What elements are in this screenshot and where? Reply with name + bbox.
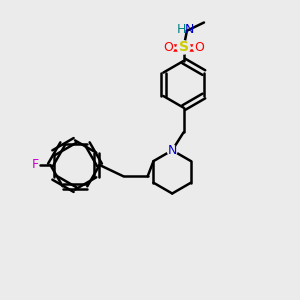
Circle shape — [193, 41, 205, 53]
Text: N: N — [184, 23, 194, 36]
Text: O: O — [194, 41, 204, 54]
Circle shape — [177, 41, 190, 54]
Circle shape — [167, 145, 177, 155]
Circle shape — [162, 41, 174, 53]
Text: N: N — [167, 144, 177, 157]
Text: H: H — [176, 23, 186, 36]
Text: S: S — [178, 40, 189, 54]
Text: F: F — [32, 158, 39, 172]
Text: O: O — [163, 41, 173, 54]
